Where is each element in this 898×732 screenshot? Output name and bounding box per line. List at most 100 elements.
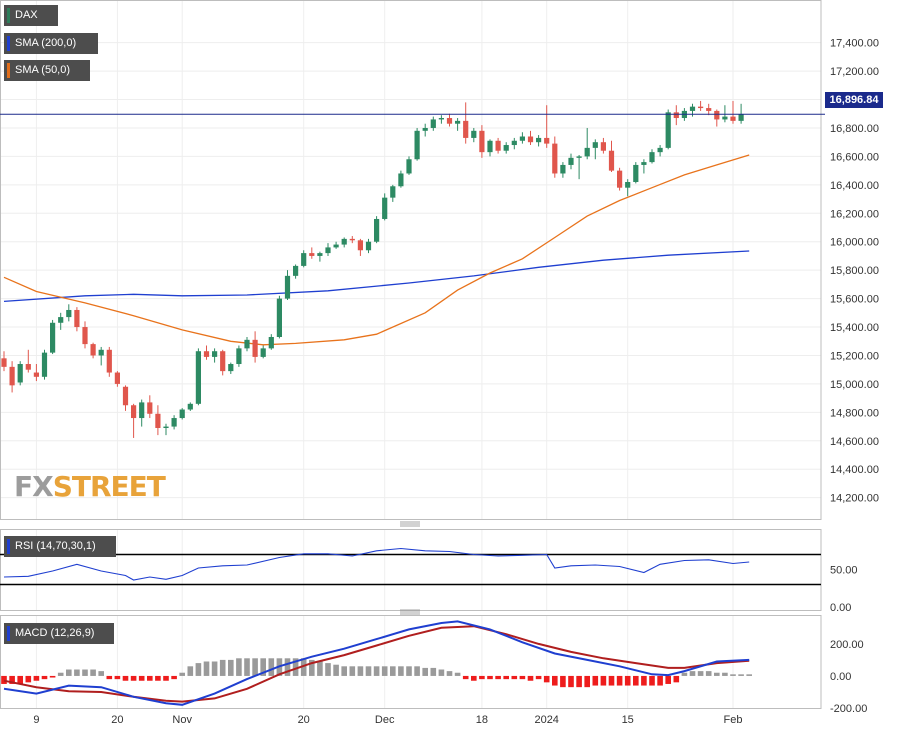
candle-body bbox=[617, 170, 623, 188]
macd-histogram-bar bbox=[98, 671, 104, 676]
candle-body bbox=[41, 352, 48, 377]
candle-body bbox=[446, 118, 453, 124]
macd-histogram-bar bbox=[349, 666, 356, 676]
macd-histogram-bar bbox=[673, 675, 680, 683]
macd-histogram-bar bbox=[592, 675, 599, 686]
candle-body bbox=[730, 116, 736, 121]
macd-histogram-bar bbox=[398, 666, 404, 676]
macd-histogram-bar bbox=[106, 675, 113, 680]
macd-histogram-bar bbox=[649, 675, 655, 686]
candle-body bbox=[203, 351, 210, 357]
candle-body bbox=[576, 156, 582, 158]
candle-body bbox=[82, 327, 88, 345]
macd-histogram-bar bbox=[33, 675, 40, 681]
candle-body bbox=[398, 173, 404, 187]
candle-body bbox=[163, 426, 169, 428]
candle-body bbox=[236, 348, 242, 365]
macd-histogram-bar bbox=[341, 666, 347, 676]
macd-histogram-bar bbox=[738, 674, 744, 676]
macd-histogram-bar bbox=[236, 658, 242, 676]
candle-body bbox=[333, 244, 339, 248]
macd-histogram-bar bbox=[624, 675, 631, 686]
candle-body bbox=[527, 136, 534, 143]
candle-body bbox=[714, 110, 720, 120]
macd-histogram-bar bbox=[689, 671, 696, 676]
macd-histogram-bar bbox=[171, 675, 177, 680]
legend-sma50[interactable]: SMA (50,0) bbox=[4, 60, 90, 81]
macd-histogram-bar bbox=[446, 671, 453, 676]
candle-body bbox=[179, 409, 185, 419]
macd-histogram-bar bbox=[503, 675, 509, 680]
macd-histogram-bar bbox=[179, 672, 185, 676]
price-tick-label: 16,400.00 bbox=[830, 180, 879, 192]
candle-body bbox=[98, 349, 104, 356]
macd-histogram-bar bbox=[66, 669, 72, 676]
candle-body bbox=[568, 157, 574, 165]
candle-body bbox=[374, 218, 380, 242]
candle-body bbox=[9, 366, 15, 386]
macd-histogram-bar bbox=[422, 667, 428, 676]
candle-body bbox=[66, 309, 72, 318]
candle-body bbox=[722, 116, 728, 120]
candle-body bbox=[74, 309, 80, 328]
candle-body bbox=[665, 112, 671, 148]
candle-body bbox=[106, 349, 112, 373]
macd-histogram-bar bbox=[130, 675, 137, 681]
candle-body bbox=[560, 164, 566, 174]
macd-histogram-bar bbox=[633, 675, 639, 686]
candle-body bbox=[552, 143, 558, 174]
macd-histogram-bar bbox=[705, 671, 712, 676]
x-tick-label: 20 bbox=[298, 714, 310, 726]
macd-histogram-bar bbox=[495, 675, 501, 680]
candle-body bbox=[511, 140, 517, 146]
candle-body bbox=[147, 402, 153, 414]
candle-body bbox=[1, 358, 7, 367]
legend-rsi[interactable]: RSI (14,70,30,1) bbox=[4, 536, 116, 557]
macd-histogram-bar bbox=[292, 658, 299, 676]
price-tick-label: 16,800.00 bbox=[830, 123, 879, 135]
candle-body bbox=[341, 238, 347, 245]
x-tick-label: 2024 bbox=[534, 714, 558, 726]
candle-body bbox=[293, 265, 299, 276]
candle-body bbox=[698, 106, 704, 109]
macd-histogram-bar bbox=[82, 669, 88, 676]
candle-body bbox=[357, 240, 363, 251]
macd-histogram-bar bbox=[414, 666, 420, 676]
candle-body bbox=[365, 241, 372, 251]
legend-sma200[interactable]: SMA (200,0) bbox=[4, 33, 98, 54]
macd-histogram-bar bbox=[560, 675, 566, 688]
candle-body bbox=[455, 120, 461, 124]
candle-body bbox=[114, 372, 120, 384]
macd-histogram-bar bbox=[543, 675, 550, 683]
price-tick-label: 14,800.00 bbox=[830, 407, 879, 419]
price-tick-label: 15,000.00 bbox=[830, 379, 879, 391]
macd-histogram-bar bbox=[211, 661, 218, 676]
legend-macd[interactable]: MACD (12,26,9) bbox=[4, 623, 114, 644]
rsi-tick-label: 50.00 bbox=[830, 565, 858, 577]
macd-histogram-bar bbox=[49, 675, 56, 678]
macd-histogram-bar bbox=[219, 659, 226, 676]
candle-body bbox=[33, 372, 39, 377]
price-tick-label: 14,200.00 bbox=[830, 493, 879, 505]
candle-body bbox=[382, 197, 388, 219]
panel-border-0 bbox=[0, 0, 822, 520]
macd-histogram-bar bbox=[252, 658, 258, 676]
macd-histogram-bar bbox=[438, 669, 445, 676]
macd-histogram-bar bbox=[511, 675, 518, 680]
rsi-tick-label: 0.00 bbox=[830, 602, 851, 614]
x-tick-label: 18 bbox=[476, 714, 488, 726]
candle-body bbox=[212, 351, 218, 357]
candle-body bbox=[673, 112, 679, 119]
panel-border-2 bbox=[0, 615, 822, 709]
rsi-swatch bbox=[7, 539, 10, 554]
macd-histogram-bar bbox=[284, 658, 291, 676]
sma50-line bbox=[3, 154, 750, 346]
macd-histogram-bar bbox=[17, 675, 23, 684]
macd-histogram-bar bbox=[746, 674, 752, 676]
panel-border-1 bbox=[0, 529, 822, 611]
price-tick-label: 16,600.00 bbox=[830, 151, 879, 163]
legend-dax[interactable]: DAX bbox=[4, 5, 58, 26]
candle-body bbox=[195, 351, 201, 404]
fxstreet-watermark: FXSTREET bbox=[14, 470, 166, 503]
